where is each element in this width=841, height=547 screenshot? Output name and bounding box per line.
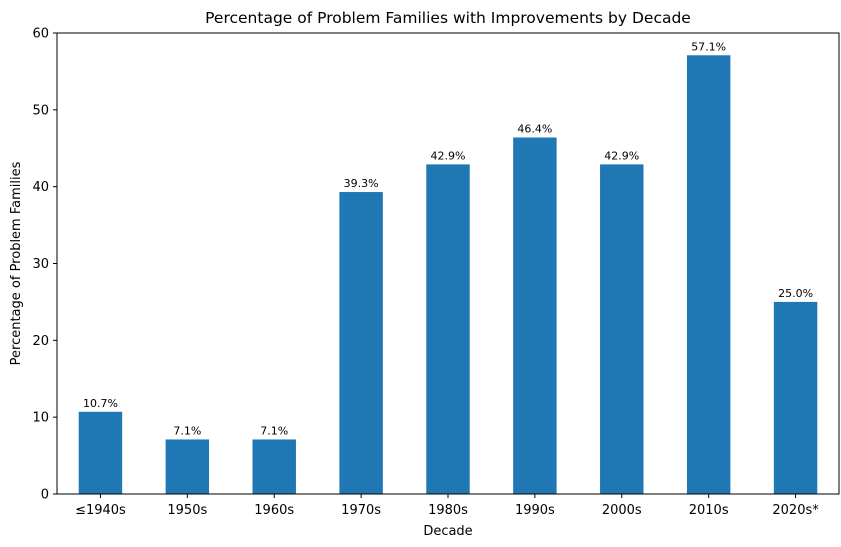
data-label: 57.1% (691, 40, 726, 53)
data-label: 7.1% (173, 424, 201, 437)
x-tick-label: ≤1940s (75, 503, 126, 518)
y-tick-label: 30 (32, 257, 49, 272)
data-label: 39.3% (344, 177, 379, 190)
y-tick-label: 0 (41, 488, 49, 503)
bar (686, 55, 731, 494)
bar (78, 411, 123, 494)
bar (252, 439, 296, 494)
bars-group (78, 55, 818, 495)
data-label: 46.4% (517, 122, 552, 135)
x-tick-label: 2010s (689, 503, 729, 518)
bar (773, 301, 818, 494)
bar (513, 137, 557, 494)
x-axis: ≤1940s 1950s 1960s 1970s 1980s 1990s 2000s 2010… (75, 494, 819, 518)
y-tick-label: 60 (32, 27, 49, 42)
data-label: 7.1% (260, 424, 288, 437)
x-tick-label: 1980s (428, 503, 468, 518)
chart-title: Percentage of Problem Families with Impr… (205, 9, 691, 27)
bar (339, 192, 383, 495)
data-labels-group: 10.7% 7.1% 7.1% 39.3% 42.9% 46.4% 42.9% 57.1% 25… (83, 40, 813, 437)
x-tick-label: 1950s (167, 503, 207, 518)
bar (600, 164, 644, 494)
y-tick-label: 40 (32, 180, 49, 195)
y-tick-label: 10 (32, 411, 49, 426)
y-axis: 0 10 20 30 40 50 60 (32, 27, 57, 503)
x-tick-label: 1960s (254, 503, 294, 518)
bar (165, 439, 210, 494)
data-label: 10.7% (83, 397, 118, 410)
data-label: 42.9% (604, 149, 639, 162)
y-tick-label: 20 (32, 334, 49, 349)
x-tick-label: 2000s (602, 503, 642, 518)
x-axis-label: Decade (423, 524, 472, 539)
data-label: 42.9% (431, 149, 466, 162)
x-tick-label: 1970s (341, 503, 381, 518)
bar (426, 164, 470, 494)
x-tick-label: 2020s* (772, 503, 819, 518)
x-tick-label: 1990s (515, 503, 555, 518)
data-label: 25.0% (778, 287, 813, 300)
y-tick-label: 50 (32, 103, 49, 118)
y-axis-label: Percentage of Problem Families (9, 161, 24, 365)
